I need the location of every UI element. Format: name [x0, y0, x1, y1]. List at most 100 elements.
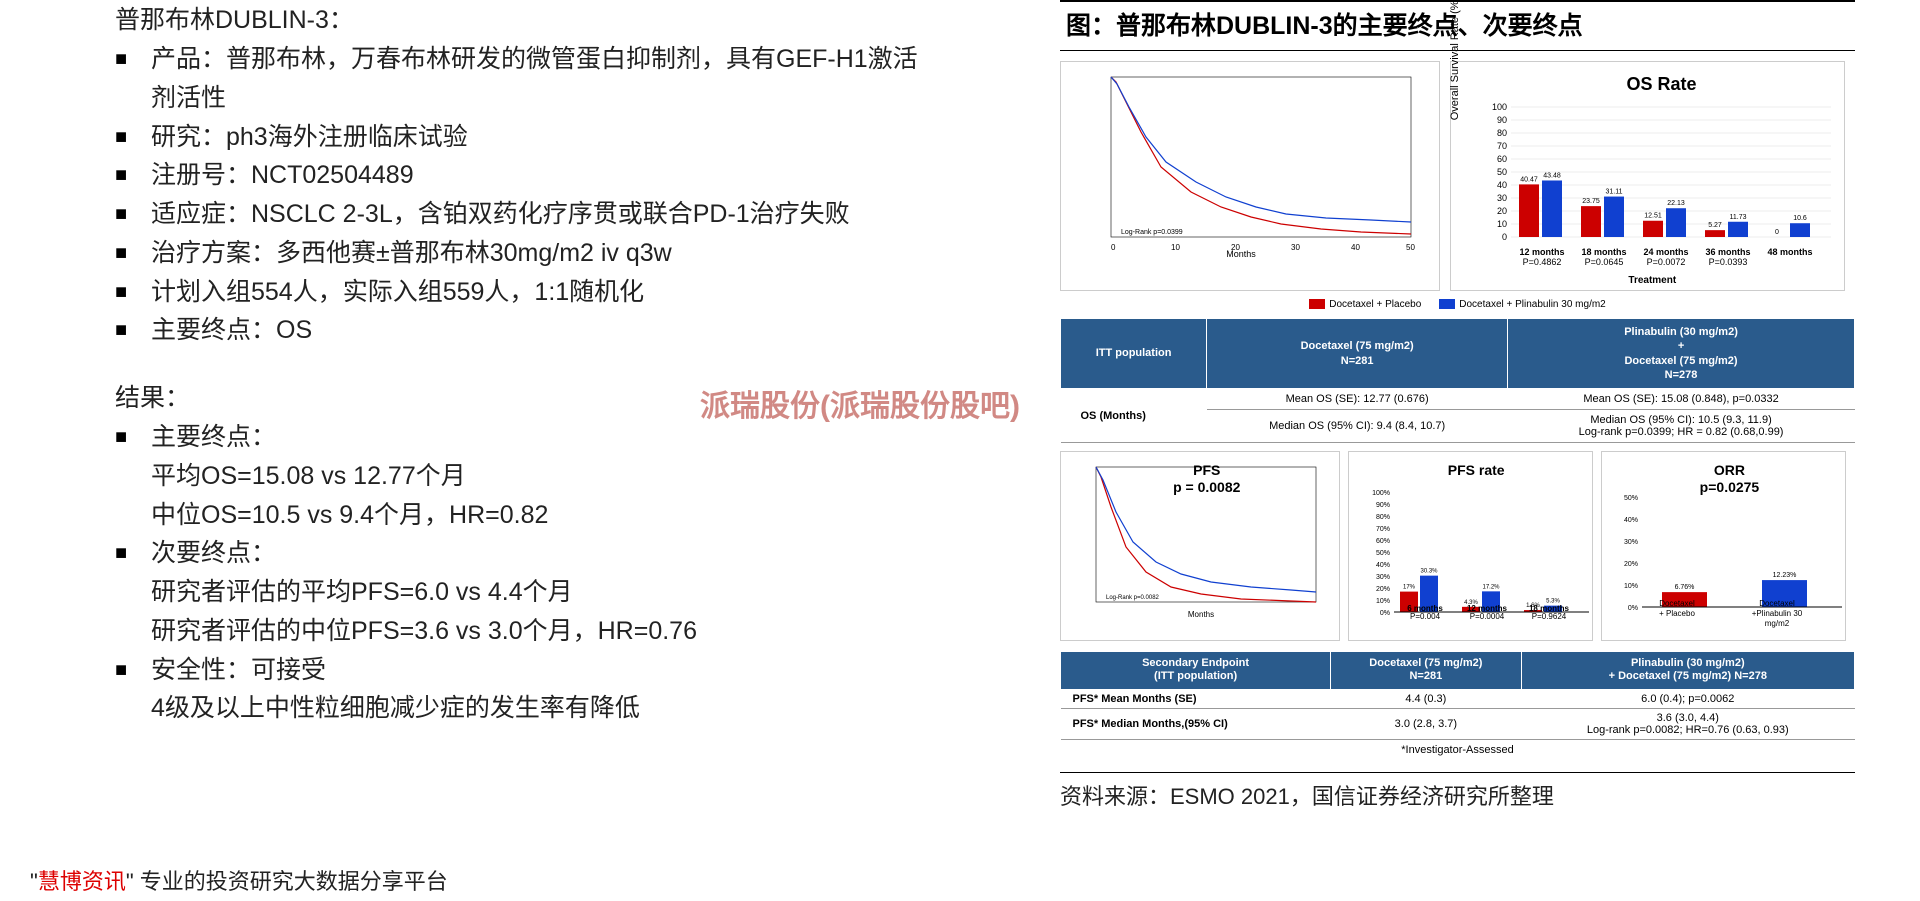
bullet: 研究：ph3海外注册临床试验 [115, 118, 935, 157]
svg-text:40: 40 [1497, 180, 1507, 190]
svg-text:30%: 30% [1624, 539, 1638, 546]
km-os-chart: Months 0 10 20 30 40 50 Log-Rank p=0.039… [1060, 61, 1440, 291]
se-cell: 3.6 (3.0, 4.4) Log-rank p=0.0082; HR=0.7… [1521, 708, 1854, 739]
os-th: Plinabulin (30 mg/m2) + Docetaxel (75 mg… [1508, 319, 1855, 389]
os-rate-xlabels: 12 monthsP=0.486218 monthsP=0.064524 mon… [1511, 248, 1821, 268]
results-list: 次要终点： [115, 534, 935, 573]
svg-text:40.47: 40.47 [1520, 176, 1538, 183]
svg-text:90: 90 [1497, 115, 1507, 125]
pfs-p: p = 0.0082 [1173, 479, 1240, 495]
os-cell: Mean OS (SE): 15.08 (0.848), p=0.0332 [1508, 389, 1855, 410]
result-line: 中位OS=10.5 vs 9.4个月，HR=0.82 [115, 496, 935, 535]
svg-text:40%: 40% [1624, 517, 1638, 524]
svg-text:10.6: 10.6 [1793, 215, 1807, 222]
svg-text:20: 20 [1231, 243, 1240, 252]
se-cell: 3.0 (2.8, 3.7) [1331, 708, 1521, 739]
svg-text:0: 0 [1775, 229, 1779, 236]
svg-text:17%: 17% [1403, 585, 1416, 591]
orr-title: ORR [1714, 462, 1745, 478]
right-column: 图：普那布林DUBLIN-3的主要终点、次要终点 Months 0 10 20 … [1060, 0, 1855, 817]
svg-text:10%: 10% [1624, 583, 1638, 590]
footer-red: 慧博资讯 [38, 869, 126, 894]
study-title: 普那布林DUBLIN-3： [115, 0, 935, 36]
os-th: Docetaxel (75 mg/m2) N=281 [1207, 319, 1508, 389]
os-cell: Mean OS (SE): 12.77 (0.676) [1207, 389, 1508, 410]
os-rate-bars: 010203040506070809010040.4743.4823.7531.… [1511, 102, 1831, 252]
result-line: 平均OS=15.08 vs 12.77个月 [115, 457, 935, 496]
os-rowlabel: OS (Months) [1061, 389, 1207, 443]
os-cell: Median OS (95% CI): 10.5 (9.3, 11.9) Log… [1508, 410, 1855, 443]
svg-text:100: 100 [1492, 102, 1507, 112]
pfs-rate-xlabels: 6 monthsP=0.00412 monthsP=0.000418 month… [1394, 605, 1580, 623]
svg-text:80: 80 [1497, 128, 1507, 138]
svg-text:Log-Rank p=0.0082: Log-Rank p=0.0082 [1106, 595, 1160, 601]
svg-text:5.27: 5.27 [1708, 222, 1722, 229]
svg-text:20: 20 [1497, 206, 1507, 216]
svg-text:Log-Rank p=0.0399: Log-Rank p=0.0399 [1121, 229, 1183, 236]
se-cell: PFS* Mean Months (SE) [1061, 689, 1331, 708]
footer-brand: "慧博资讯" 专业的投资研究大数据分享平台 [30, 864, 448, 896]
row-pfs: PFSp = 0.0082 Log-Rank p=0.0082 Months P… [1060, 451, 1855, 641]
bullet: 适应症：NSCLC 2-3L，含铂双药化疗序贯或联合PD-1治疗失败 [115, 195, 935, 234]
svg-text:30: 30 [1497, 193, 1507, 203]
svg-text:90%: 90% [1376, 502, 1390, 509]
svg-text:60%: 60% [1376, 538, 1390, 545]
result-secondary: 次要终点： [115, 534, 935, 573]
svg-text:30%: 30% [1376, 574, 1390, 581]
svg-text:17.2%: 17.2% [1482, 585, 1500, 591]
secondary-table: Secondary Endpoint (ITT population) Doce… [1060, 651, 1855, 739]
os-rate-ylabel: Overall Survival Rate (%) [1449, 0, 1461, 120]
svg-text:80%: 80% [1376, 514, 1390, 521]
result-primary: 主要终点： [115, 418, 935, 457]
svg-text:60: 60 [1497, 154, 1507, 164]
svg-text:30.3%: 30.3% [1420, 569, 1438, 575]
row-os: Months 0 10 20 30 40 50 Log-Rank p=0.039… [1060, 61, 1855, 291]
svg-text:11.73: 11.73 [1730, 214, 1747, 221]
svg-text:70%: 70% [1376, 526, 1390, 533]
os-table: ITT population Docetaxel (75 mg/m2) N=28… [1060, 318, 1855, 443]
results-list: 安全性：可接受 [115, 651, 935, 690]
svg-text:0%: 0% [1380, 610, 1390, 617]
svg-text:50%: 50% [1376, 550, 1390, 557]
svg-text:10%: 10% [1376, 598, 1390, 605]
svg-text:23.75: 23.75 [1582, 198, 1600, 205]
results-heading: 结果： [115, 378, 935, 414]
svg-text:40%: 40% [1376, 562, 1390, 569]
svg-text:12.23%: 12.23% [1773, 572, 1797, 579]
pfs-km-chart: PFSp = 0.0082 Log-Rank p=0.0082 Months [1060, 451, 1340, 641]
bullet: 治疗方案：多西他赛±普那布林30mg/m2 iv q3w [115, 234, 935, 273]
svg-text:6.76%: 6.76% [1675, 584, 1695, 591]
svg-text:43.48: 43.48 [1543, 172, 1561, 179]
svg-text:50: 50 [1497, 167, 1507, 177]
se-cell: PFS* Median Months,(95% CI) [1061, 708, 1331, 739]
se-th: Plinabulin (30 mg/m2) + Docetaxel (75 mg… [1521, 652, 1854, 689]
svg-text:20%: 20% [1624, 561, 1638, 568]
svg-text:10: 10 [1171, 243, 1180, 252]
bullet: 注册号：NCT02504489 [115, 156, 935, 195]
svg-text:31.11: 31.11 [1606, 189, 1623, 196]
svg-text:20%: 20% [1376, 586, 1390, 593]
orr-xlabels: Docetaxel+ PlaceboDocetaxel+Plinabulin 3… [1642, 599, 1812, 628]
svg-text:70: 70 [1497, 141, 1507, 151]
svg-text:10: 10 [1497, 219, 1507, 229]
study-bullets: 产品：普那布林，万春布林研发的微管蛋白抑制剂，具有GEF-H1激活剂活性 研究：… [115, 40, 935, 350]
svg-text:0: 0 [1111, 243, 1116, 252]
bullet: 主要终点：OS [115, 311, 935, 350]
pfs-rate-chart: PFS rate 0% 10% 20% 30% 40% 50% 60% 70% 80% 90% 10… [1348, 451, 1593, 641]
svg-text:0: 0 [1502, 232, 1507, 242]
bullet: 计划入组554人，实际入组559人，1:1随机化 [115, 273, 935, 312]
os-rate-xaxis: Treatment [1628, 275, 1676, 286]
svg-text:Months: Months [1188, 610, 1214, 619]
result-line: 4级及以上中性粒细胞减少症的发生率有降低 [115, 689, 935, 728]
results-list: 主要终点： [115, 418, 935, 457]
os-th: ITT population [1061, 319, 1207, 389]
footer-rest: " 专业的投资研究大数据分享平台 [126, 869, 448, 894]
svg-text:100%: 100% [1372, 490, 1390, 497]
result-line: 研究者评估的中位PFS=3.6 vs 3.0个月，HR=0.76 [115, 612, 935, 651]
se-cell: 4.4 (0.3) [1331, 689, 1521, 708]
svg-text:40: 40 [1351, 243, 1360, 252]
svg-text:22.13: 22.13 [1667, 200, 1685, 207]
pfs-rate-title: PFS rate [1448, 462, 1505, 479]
svg-text:50%: 50% [1624, 495, 1638, 502]
investigator-note: *Investigator-Assessed [1060, 744, 1855, 756]
